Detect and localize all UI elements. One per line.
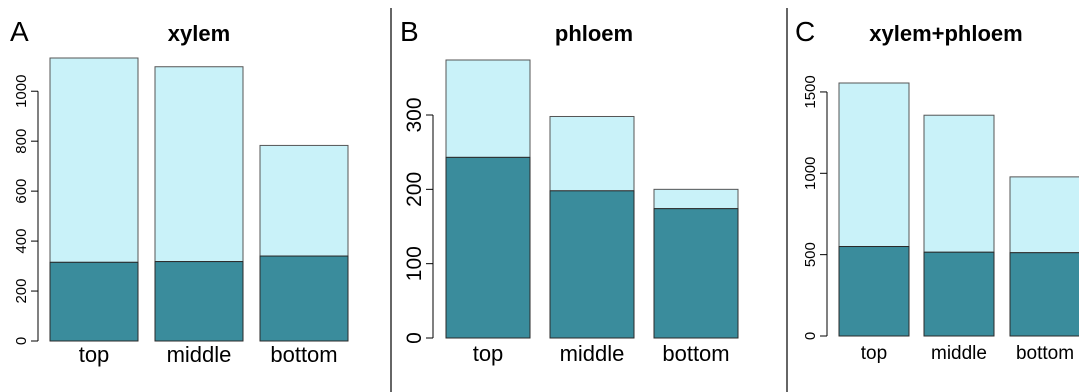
y-tick-label: 200 xyxy=(13,279,30,304)
y-tick-label: 0 xyxy=(13,337,30,345)
x-category-labels: top middle bottom xyxy=(861,343,1074,364)
panel-a: A xylem 0 200 400 600 800 1000 top middle botto… xyxy=(10,16,349,367)
bar-segment-lower xyxy=(549,190,635,339)
x-tick-label: middle xyxy=(560,341,625,366)
bar-segment-upper xyxy=(653,188,739,210)
bar-segment-lower xyxy=(838,246,910,337)
x-category-labels: top middle bottom xyxy=(473,341,730,366)
panel-letter: A xyxy=(10,16,29,47)
panel-b: B phloem 0 100 200 300 top middle bottom xyxy=(400,16,739,366)
x-tick-label: middle xyxy=(931,343,987,364)
y-tick-label: 0 xyxy=(802,332,819,340)
bar-segment-lower xyxy=(49,261,139,342)
y-tick-label: 300 xyxy=(403,97,426,132)
x-tick-label: top xyxy=(861,343,887,364)
panel-c: C xylem+phloem 0 500 1000 1500 top middle bot… xyxy=(795,16,1079,364)
y-axis: 0 200 400 600 800 1000 xyxy=(13,75,39,345)
bar-segment-upper xyxy=(923,114,995,253)
x-tick-label: top xyxy=(79,342,110,367)
bars-group xyxy=(838,82,1079,337)
y-tick-label: 200 xyxy=(403,172,426,207)
x-tick-label: middle xyxy=(167,342,232,367)
y-axis: 0 500 1000 1500 xyxy=(802,75,828,340)
y-tick-label: 500 xyxy=(802,242,819,267)
x-tick-label: bottom xyxy=(662,341,729,366)
bar-segment-upper xyxy=(259,144,349,257)
bars-group xyxy=(445,59,739,339)
bar-segment-lower xyxy=(653,208,739,339)
chart-title: xylem+phloem xyxy=(869,21,1022,46)
bar-segment-lower xyxy=(445,156,531,339)
bar-segment-upper xyxy=(1009,176,1079,254)
y-tick-label: 600 xyxy=(13,179,30,204)
bars-group xyxy=(49,57,349,342)
x-tick-label: bottom xyxy=(1016,343,1074,364)
bar-segment-lower xyxy=(1009,252,1079,337)
x-tick-label: bottom xyxy=(270,342,337,367)
bar-segment-lower xyxy=(923,251,995,337)
y-tick-label: 100 xyxy=(403,246,426,281)
y-tick-label: 1000 xyxy=(802,157,819,190)
y-tick-label: 800 xyxy=(13,129,30,154)
bar-segment-lower xyxy=(259,255,349,342)
y-tick-label: 400 xyxy=(13,229,30,254)
bar-segment-upper xyxy=(154,66,244,263)
panel-letter: C xyxy=(795,16,815,47)
x-category-labels: top middle bottom xyxy=(79,342,338,367)
panel-letter: B xyxy=(400,16,419,47)
bar-segment-lower xyxy=(154,261,244,342)
y-tick-label: 1500 xyxy=(802,75,819,108)
bar-segment-upper xyxy=(549,115,635,192)
bar-segment-upper xyxy=(49,57,139,263)
chart-title: phloem xyxy=(555,21,633,46)
chart-title: xylem xyxy=(168,21,230,46)
y-tick-label: 0 xyxy=(403,332,426,344)
x-tick-label: top xyxy=(473,341,504,366)
y-axis: 0 100 200 300 xyxy=(403,97,434,344)
y-tick-label: 1000 xyxy=(13,75,30,108)
bar-segment-upper xyxy=(838,82,910,248)
bar-segment-upper xyxy=(445,59,531,158)
